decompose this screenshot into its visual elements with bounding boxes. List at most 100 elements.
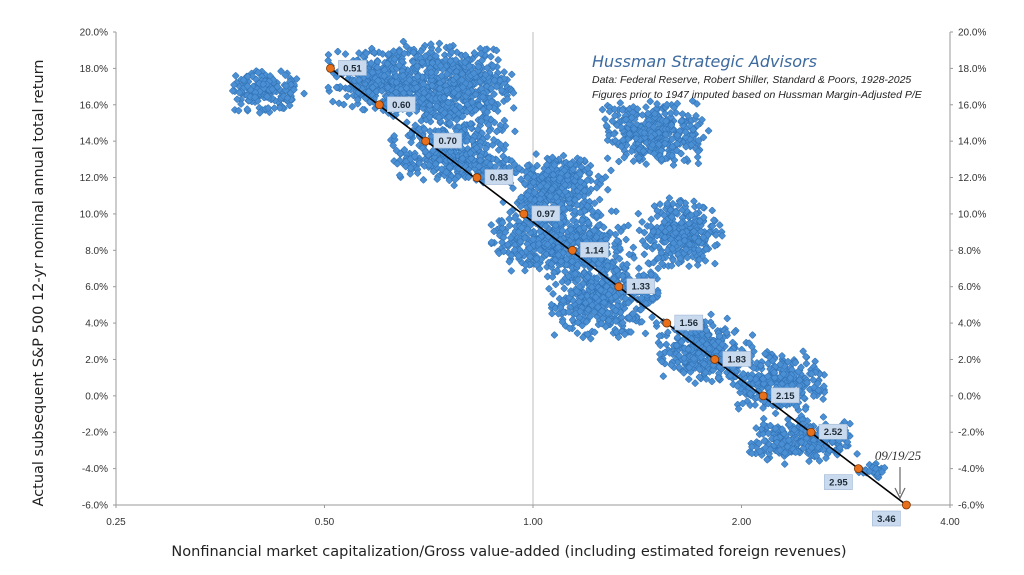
scatter-point [669, 161, 678, 169]
scatter-point [391, 55, 399, 63]
scatter-point [511, 127, 519, 135]
y-tick-label-left: 10.0% [80, 209, 108, 220]
scatter-point [607, 207, 616, 215]
scatter-point [573, 329, 581, 337]
scatter-point [604, 154, 612, 162]
scatter-layer [229, 37, 889, 481]
scatter-point [819, 413, 828, 421]
scatter-point [276, 104, 284, 112]
scatter-point [341, 50, 350, 58]
y-axis-title: Actual subsequent S&P 500 12-yr nominal … [31, 60, 47, 507]
y-tick-label-right: -6.0% [958, 501, 984, 512]
scatter-point [390, 47, 398, 55]
scatter-point [505, 215, 513, 223]
scatter-point [853, 450, 861, 458]
y-tick-label-left: 14.0% [80, 137, 108, 148]
scatter-point [642, 103, 650, 111]
scatter-point [380, 66, 389, 74]
scatter-point [355, 76, 363, 84]
scatter-point [362, 49, 371, 57]
fit-point-label: 0.60 [392, 100, 411, 111]
scatter-point [607, 166, 615, 175]
scatter-point [694, 159, 702, 168]
scatter-point [751, 401, 759, 409]
fit-point-label: 1.83 [728, 354, 747, 365]
scatter-point [383, 60, 392, 68]
scatter-point [494, 56, 502, 64]
scatter-point [392, 72, 400, 80]
y-tick-label-left: 12.0% [80, 173, 108, 184]
scatter-point [635, 264, 643, 272]
scatter-point [685, 262, 693, 270]
scatter-point [685, 375, 693, 383]
y-tick-label-right: 16.0% [958, 100, 986, 111]
y-tick-label-left: -6.0% [82, 501, 108, 512]
fit-point [806, 427, 816, 437]
scatter-point [409, 58, 417, 66]
scatter-point [230, 81, 238, 89]
fit-point-label: 0.83 [490, 173, 509, 184]
scatter-point [290, 86, 298, 94]
fit-point [710, 355, 720, 364]
scatter-point [487, 53, 495, 61]
scatter-point [711, 260, 719, 268]
fit-point [421, 136, 431, 146]
scatter-point [550, 331, 559, 339]
scatter-point [373, 63, 381, 72]
scatter-point [560, 284, 568, 293]
scatter-point [277, 67, 285, 75]
scatter-point [365, 88, 373, 96]
scatter-point [268, 85, 276, 93]
y-tick-label-right: 12.0% [958, 173, 986, 184]
fit-point-label: 2.95 [829, 478, 848, 489]
scatter-point [500, 68, 508, 76]
scatter-point [781, 460, 789, 468]
fit-point [662, 318, 672, 328]
scatter-point [419, 176, 428, 184]
scatter-point [629, 243, 637, 252]
scatter-point [374, 58, 382, 66]
scatter-point [772, 409, 780, 417]
scatter-point [259, 80, 267, 88]
scatter-point [370, 48, 378, 57]
scatter-point [380, 72, 388, 80]
y-tick-label-right: 20.0% [958, 28, 986, 39]
scatter-point [604, 186, 612, 194]
scatter-point [348, 103, 356, 111]
scatter-point [332, 83, 341, 92]
scatter-point [532, 150, 540, 158]
scatter-point [353, 83, 362, 91]
y-tick-label-left: 8.0% [85, 246, 108, 257]
fit-point [326, 63, 335, 73]
scatter-point [487, 221, 495, 229]
y-tick-label-right: 10.0% [958, 209, 986, 220]
fit-point [854, 464, 863, 474]
scatter-point [324, 56, 332, 65]
x-tick-label: 0.25 [106, 517, 126, 528]
scatter-point [552, 280, 560, 288]
scatter-point [638, 218, 646, 226]
fit-point-label: 0.51 [343, 63, 362, 74]
scatter-point [615, 157, 623, 166]
scatter-point [334, 47, 342, 56]
scatter-point [435, 39, 444, 48]
scatter-point [634, 210, 642, 218]
source-note-line2: Figures prior to 1947 imputed based on H… [592, 89, 923, 101]
date-annotation-text: 09/19/25 [875, 448, 922, 463]
fit-point [472, 173, 482, 182]
x-tick-label: 4.00 [940, 517, 960, 528]
x-tick-label: 0.50 [315, 517, 335, 528]
fit-point [374, 100, 384, 110]
fit-point-label: 1.56 [680, 318, 699, 329]
scatter-point [354, 96, 362, 104]
y-tick-label-right: 2.0% [958, 355, 981, 366]
y-tick-label-left: 6.0% [85, 282, 108, 293]
scatter-point [400, 49, 409, 58]
fit-point [519, 209, 529, 219]
scatter-point [399, 37, 407, 46]
scatter-point [508, 70, 516, 78]
scatter-point [281, 71, 289, 79]
fit-point [758, 391, 768, 401]
x-tick-label: 1.00 [523, 517, 543, 528]
scatter-point [640, 250, 648, 258]
